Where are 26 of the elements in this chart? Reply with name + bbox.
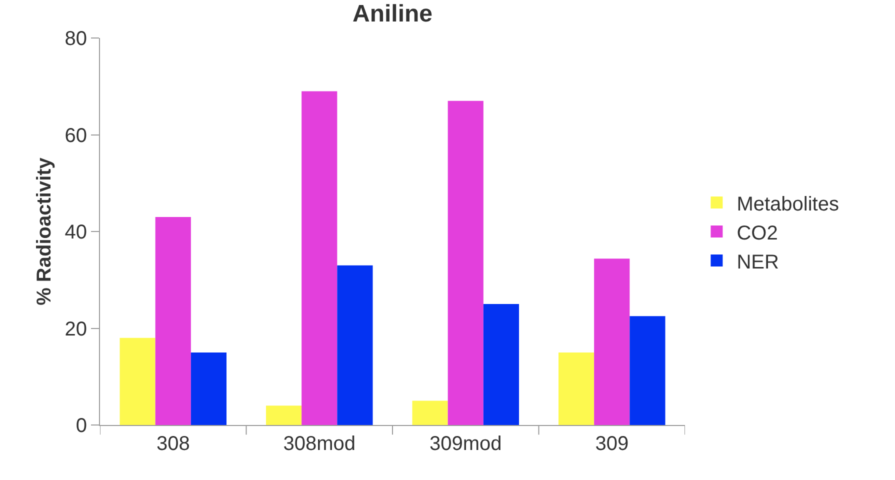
chart-title: Aniline xyxy=(352,0,433,28)
y-tick-label: 0 xyxy=(76,415,87,437)
y-tick-label: 40 xyxy=(64,222,87,244)
y-tick-label: 80 xyxy=(64,28,87,50)
bar xyxy=(412,400,448,425)
bar xyxy=(120,338,156,425)
x-tick-label: 308 xyxy=(156,433,190,455)
y-tick-label: 20 xyxy=(64,318,87,340)
bar xyxy=(558,352,594,425)
bar xyxy=(483,304,520,425)
bar xyxy=(190,352,227,425)
bar xyxy=(155,216,191,425)
bar xyxy=(594,258,630,425)
bar xyxy=(337,265,373,425)
bar xyxy=(448,100,484,425)
legend-label: NER xyxy=(736,251,779,274)
bar xyxy=(302,91,338,425)
y-axis-title: % Radioactivity xyxy=(33,156,56,306)
legend-label: CO2 xyxy=(736,222,778,244)
y-tick-label: 60 xyxy=(64,124,87,147)
bar xyxy=(630,316,666,425)
x-tick-label: 309mod xyxy=(429,433,502,455)
bar xyxy=(266,406,302,425)
x-tick-label: 308mod xyxy=(283,433,356,455)
x-tick-label: 309 xyxy=(595,433,629,455)
legend-label: Metabolites xyxy=(736,193,839,216)
